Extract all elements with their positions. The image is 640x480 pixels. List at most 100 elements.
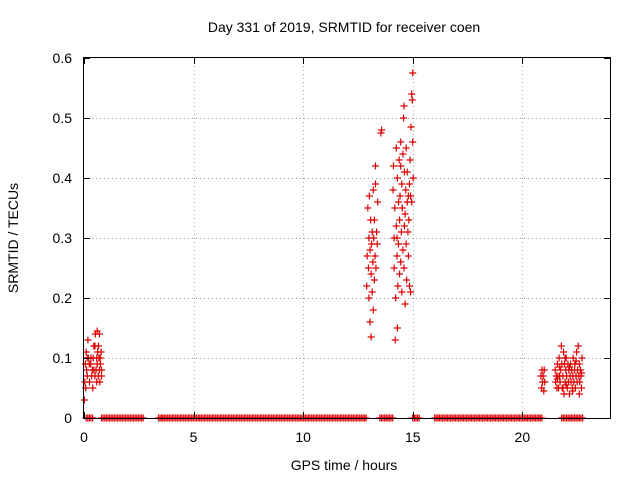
data-point (574, 342, 582, 350)
data-point (540, 387, 548, 395)
data-point (569, 387, 577, 395)
data-point (408, 198, 416, 206)
data-point (408, 96, 416, 104)
data-point (395, 240, 403, 248)
data-point (371, 162, 379, 170)
x-tick-label: 20 (515, 429, 531, 445)
data-point (578, 354, 586, 362)
data-point (363, 282, 371, 290)
data-point (94, 342, 102, 350)
data-point (371, 180, 379, 188)
data-point (392, 222, 400, 230)
data-point (409, 138, 417, 146)
data-point (395, 198, 403, 206)
data-point (85, 378, 93, 386)
data-point (394, 282, 402, 290)
data-point (392, 144, 400, 152)
data-point (555, 354, 563, 362)
data-point (399, 150, 407, 158)
data-point (392, 294, 400, 302)
data-point (389, 186, 397, 194)
data-point (404, 252, 412, 260)
data-point (539, 372, 547, 380)
data-point (556, 363, 564, 371)
data-point (393, 174, 401, 182)
data-point (576, 366, 584, 374)
data-point (96, 378, 104, 386)
tick-labels: 0 5 10 15 20 0 0.1 0.2 0.3 0.4 0.5 0.6 (53, 50, 531, 445)
data-point (370, 234, 378, 242)
data-point (397, 138, 405, 146)
data-point (373, 228, 381, 236)
grid-lines (84, 58, 610, 418)
data-point (98, 366, 106, 374)
data-point (403, 168, 411, 176)
y-tick-label: 0.3 (53, 230, 73, 246)
data-point (84, 336, 92, 344)
data-point (395, 156, 403, 164)
data-point (401, 210, 409, 218)
data-point (409, 69, 417, 77)
data-point (400, 264, 408, 272)
data-point (369, 306, 377, 314)
x-axis-label: GPS time / hours (291, 457, 398, 473)
x-tick-label: 0 (80, 429, 88, 445)
data-point (391, 204, 399, 212)
data-point (405, 216, 413, 224)
x-tick-label: 5 (190, 429, 198, 445)
x-tick-label: 10 (295, 429, 311, 445)
data-point (371, 252, 379, 260)
data-point (403, 276, 411, 284)
data-point (393, 324, 401, 332)
y-axis-label: SRMTID / TECUs (5, 183, 21, 293)
data-point (406, 156, 414, 164)
data-point (405, 282, 413, 290)
data-point (559, 384, 567, 392)
data-point (367, 270, 375, 278)
data-point (407, 288, 415, 296)
data-point (391, 336, 399, 344)
data-point (374, 198, 382, 206)
data-point (575, 360, 583, 368)
data-point (402, 240, 410, 248)
data-point (407, 123, 415, 131)
data-point (368, 288, 376, 296)
data-point (369, 186, 377, 194)
data-point (576, 378, 584, 386)
data-point (369, 258, 377, 266)
data-point (400, 102, 408, 110)
data-point (578, 384, 586, 392)
data-point (98, 372, 106, 380)
data-point (88, 366, 96, 374)
data-point (400, 222, 408, 230)
data-point (393, 234, 401, 242)
data-point (363, 252, 371, 260)
data-point (397, 258, 405, 266)
y-tick-label: 0.5 (53, 110, 73, 126)
data-point (370, 216, 378, 224)
data-point (364, 264, 372, 272)
data-point (565, 363, 573, 371)
data-point (565, 390, 573, 398)
data-point (540, 366, 548, 374)
data-point (366, 318, 374, 326)
data-point (396, 216, 404, 224)
data-point (407, 192, 415, 200)
data-point (389, 162, 397, 170)
data-point (573, 348, 581, 356)
data-point (365, 192, 373, 200)
data-point (393, 252, 401, 260)
data-point (398, 180, 406, 188)
data-point (89, 384, 97, 392)
data-point (85, 360, 93, 368)
data-point (405, 180, 413, 188)
data-point (396, 192, 404, 200)
data-point (365, 294, 373, 302)
data-point (398, 288, 406, 296)
plot-frame (83, 57, 611, 419)
data-point (378, 126, 386, 134)
data-point (575, 390, 583, 398)
data-point (390, 264, 398, 272)
data-point (97, 348, 105, 356)
